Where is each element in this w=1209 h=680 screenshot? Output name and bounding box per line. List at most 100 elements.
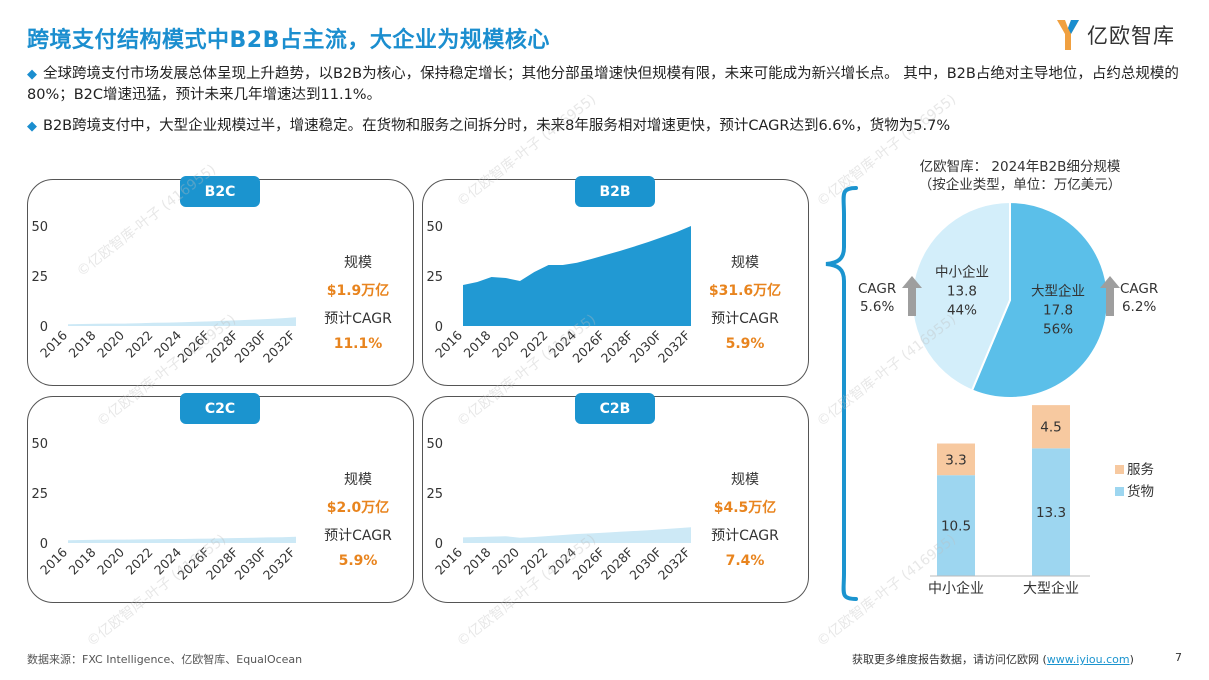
legend-label: 货物 [1127, 483, 1154, 500]
pie-title-line-2: （按企业类型，单位：万亿美元） [918, 177, 1122, 193]
x-tick-label: 2022 [518, 328, 551, 361]
legend-label: 服务 [1127, 462, 1154, 478]
website-link[interactable]: www.iyiou.com [1046, 653, 1130, 666]
y-tick-label: 0 [435, 320, 443, 335]
c2c-area-chart: 02550201620182020202220242026F2028F2030F… [31, 437, 298, 583]
y-tick-label: 25 [426, 487, 443, 502]
b2c-area-chart: 02550201620182020202220242026F2028F2030F… [31, 220, 298, 366]
scale-value: $4.5万亿 [713, 500, 777, 516]
up-arrow-icon [902, 276, 922, 316]
cagr-value: 7.4% [725, 553, 765, 569]
cagr-value: 5.9% [338, 553, 378, 569]
cagr-label: 预计CAGR [711, 528, 779, 544]
b2c-tag: B2C [180, 176, 260, 207]
y-tick-label: 25 [426, 270, 443, 285]
bar-services [1032, 405, 1070, 449]
logo-text: 亿欧智库 [1087, 24, 1175, 48]
c2c-tag: C2C [180, 393, 260, 424]
y-tick-label: 50 [31, 437, 48, 452]
footer-cta: 获取更多维度报告数据，请访问亿欧网 (www.iyiou.com) [852, 651, 1134, 667]
y-tick-label: 0 [435, 537, 443, 552]
c2b-panel: C2B 0 25 50 2016 2018 2020 2022 2024 2026F 2028F 2… [422, 393, 809, 603]
area-series [463, 527, 691, 543]
x-tick-label: 2020 [489, 327, 522, 360]
b2b-area-chart: 02550201620182020202220242026F2028F2030F… [426, 220, 693, 366]
c2b-area-chart: 02550201620182020202220242026F2028F2030F… [426, 437, 693, 583]
sme-cagr-value: 5.6% [859, 299, 895, 315]
curly-brace-icon [825, 186, 858, 601]
y-tick-label: 50 [426, 220, 443, 235]
c2b-tag: C2B [575, 393, 655, 424]
y-tick-label: 50 [426, 437, 443, 452]
x-tick-label: 2032F [655, 545, 693, 583]
bar-goods [1032, 448, 1070, 576]
bullet-text-2: B2B跨境支付中，大型企业规模过半，增速稳定。在货物和服务之间拆分时，未来8年服… [43, 118, 951, 134]
large-cagr-label: CAGR [1120, 281, 1159, 297]
footer-cta-suffix: ) [1129, 653, 1134, 666]
x-tick-label: 2018 [66, 544, 99, 577]
scale-label: 规模 [731, 472, 759, 488]
data-source: 数据来源：FXC Intelligence、亿欧智库、EqualOcean [27, 653, 303, 666]
pie-slice-label: 17.8 [1043, 303, 1073, 319]
c2c-summary: 规模 $2.0万亿 预计CAGR 5.9% [308, 469, 408, 569]
pie-slice-label: 56% [1043, 322, 1073, 338]
scale-value: $1.9万亿 [326, 283, 390, 299]
x-tick-label: 2022 [123, 328, 156, 361]
scale-value: $31.6万亿 [708, 283, 782, 299]
bar-value-label: 3.3 [945, 452, 966, 468]
large-cagr: CAGR 6.2% [1120, 280, 1158, 316]
x-tick-label: 2022 [518, 545, 551, 578]
scale-value: $2.0万亿 [326, 500, 390, 516]
bar-goods [937, 475, 975, 576]
x-tick-label: 2032F [260, 545, 298, 583]
cagr-label: 预计CAGR [324, 528, 392, 544]
pie-slice-label: 44% [947, 302, 977, 318]
bullet-text-1: 全球跨境支付市场发展总体呈现上升趋势，以B2B为核心，保持稳定增长；其他分部虽增… [27, 66, 1179, 103]
pie-slice-label: 中小企业 [935, 263, 989, 280]
diamond-bullet-icon: ◆ [27, 119, 37, 134]
bullet-point-1: ◆ 全球跨境支付市场发展总体呈现上升趋势，以B2B为核心，保持稳定增长；其他分部虽… [27, 64, 1182, 105]
bullet-point-2: ◆ B2B跨境支付中，大型企业规模过半，增速稳定。在货物和服务之间拆分时，未来8年… [27, 116, 1182, 137]
x-tick-label: 2018 [461, 544, 494, 577]
b2b-summary: 规模 $31.6万亿 预计CAGR 5.9% [695, 252, 795, 352]
x-tick-label: 2022 [123, 545, 156, 578]
x-category-label: 大型企业 [1023, 580, 1079, 597]
y-tick-label: 50 [31, 220, 48, 235]
bar-services [937, 443, 975, 476]
sme-cagr: CAGR 5.6% [858, 280, 896, 316]
b2b-tag: B2B [575, 176, 655, 207]
b2c-summary: 规模 $1.9万亿 预计CAGR 11.1% [308, 252, 408, 352]
cagr-value: 11.1% [333, 336, 383, 352]
x-tick-label: 2020 [489, 544, 522, 577]
x-category-label: 中小企业 [928, 580, 984, 597]
area-series [68, 536, 296, 543]
brand-logo: 亿欧智库 [1055, 18, 1175, 52]
cagr-label: 预计CAGR [324, 311, 392, 327]
pie-slice [970, 200, 1109, 399]
diamond-bullet-icon: ◆ [27, 67, 37, 82]
scale-label: 规模 [731, 255, 759, 271]
x-tick-label: 2020 [94, 327, 127, 360]
b2c-panel: B2C 0 25 50 2016 2018 2020 2022 2024 2026F 2028F 2… [27, 176, 414, 386]
x-tick-label: 2032F [655, 328, 693, 366]
scale-label: 规模 [344, 472, 372, 488]
x-tick-label: 2020 [94, 544, 127, 577]
y-tick-label: 0 [40, 537, 48, 552]
pie-slice-label: 13.8 [947, 283, 977, 299]
legend-swatch [1115, 487, 1124, 496]
footer-cta-prefix: 获取更多维度报告数据，请访问亿欧网 ( [852, 653, 1047, 666]
y-tick-label: 0 [40, 320, 48, 335]
b2b-panel: B2B 0 25 50 2016 2018 2020 2022 2024 2026F 2028F 2… [422, 176, 809, 386]
large-cagr-value: 6.2% [1121, 299, 1157, 315]
y-tick-label: 25 [31, 487, 48, 502]
pie-title: 亿欧智库： 2024年B2B细分规模 （按企业类型，单位：万亿美元） [880, 158, 1160, 194]
area-series [463, 226, 691, 326]
area-series [68, 317, 296, 326]
sme-cagr-label: CAGR [858, 281, 897, 297]
y-tick-label: 25 [31, 270, 48, 285]
scale-label: 规模 [344, 255, 372, 271]
pie-title-line-1: 亿欧智库： 2024年B2B细分规模 [919, 159, 1121, 175]
bar-value-label: 4.5 [1040, 420, 1061, 436]
pie-chart: 大型企业 17.8 56% 中小企业 13.8 44% [910, 200, 1109, 399]
